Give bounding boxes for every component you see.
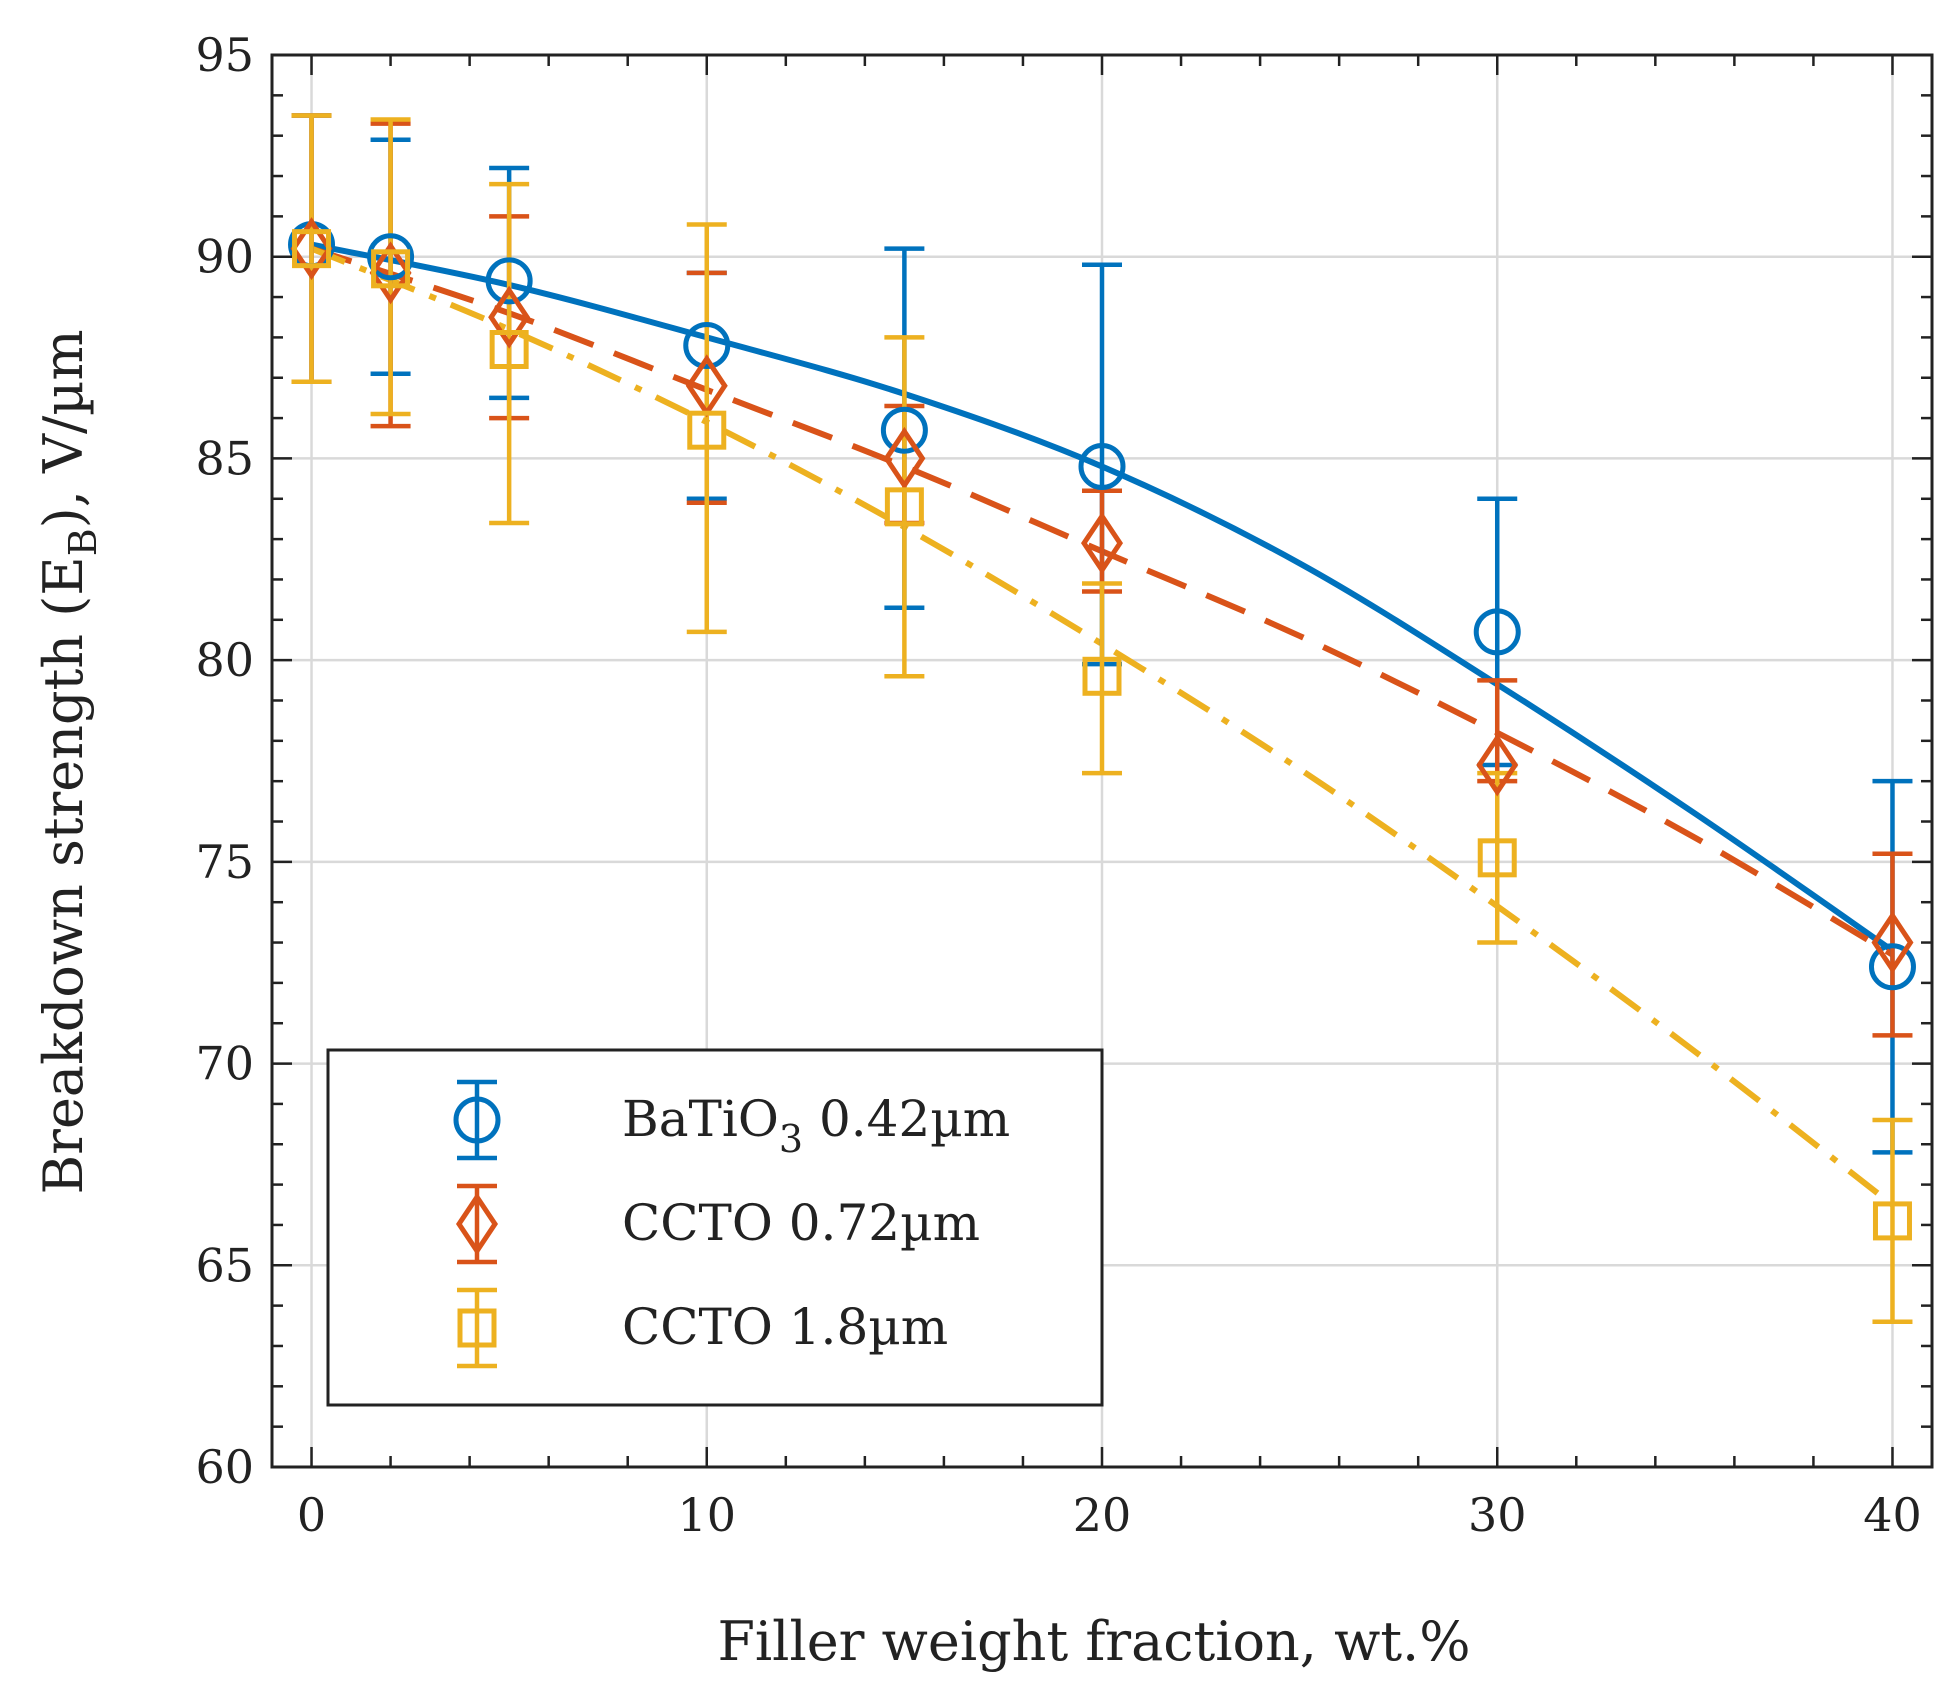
error-bar: [291, 113, 332, 385]
legend-marker: [453, 1096, 501, 1144]
data-point: [1871, 911, 1914, 975]
data-point: [1476, 733, 1519, 797]
error-bar: [370, 117, 411, 417]
legend: BaTiO3 0.42µm CCTO 0.72µm CCTO 1.8µm: [326, 1048, 1104, 1407]
y-axis-title: Breakdown strength (EB), V/µm: [32, 329, 105, 1194]
data-point: [883, 426, 926, 490]
legend-item: BaTiO3 0.42µm: [453, 1079, 1010, 1161]
data-point: [489, 330, 529, 370]
legend-label: CCTO 1.8µm: [622, 1298, 948, 1356]
data-point: [1473, 608, 1521, 656]
tick-labels: 0 10 20 30 40 60 65 70 75 80 85 90 95: [195, 28, 1921, 1542]
x-tick-label: 20: [1073, 1488, 1132, 1542]
error-bar: [1872, 1117, 1913, 1325]
error-bar: [489, 181, 530, 526]
data-point: [367, 233, 415, 281]
data-point: [1868, 943, 1916, 991]
x-tick-label: 10: [677, 1488, 736, 1542]
error-bar: [686, 222, 727, 635]
y-tick-label: 75: [195, 835, 254, 889]
axes-frame: [270, 53, 1934, 1469]
data-point: [884, 487, 924, 527]
y-axis-title-prefix: Breakdown strength (E: [32, 556, 95, 1194]
fit-curve-1: [310, 241, 1895, 954]
y-tick-label: 60: [195, 1440, 254, 1494]
error-bar: [1082, 581, 1122, 776]
data-point: [292, 229, 332, 269]
data-markers: [288, 217, 1916, 1241]
data-point: [488, 285, 531, 349]
legend-marker: [457, 1308, 497, 1348]
data-point: [1477, 838, 1517, 878]
data-point: [1872, 1201, 1912, 1241]
x-tick-label: 30: [1468, 1488, 1527, 1542]
legend-label: CCTO 0.72µm: [622, 1194, 980, 1252]
x-tick-label: 0: [297, 1488, 326, 1542]
data-point: [485, 257, 533, 305]
data-point: [1078, 442, 1126, 490]
legend-label: BaTiO3 0.42µm: [622, 1090, 1010, 1161]
y-tick-label: 90: [195, 230, 254, 284]
data-point: [371, 249, 411, 289]
error-bar: [884, 335, 925, 679]
data-point: [683, 321, 731, 369]
y-tick-label: 85: [195, 431, 254, 485]
y-tick-label: 65: [195, 1238, 254, 1292]
data-point: [1080, 511, 1124, 575]
y-axis-title-suffix: ), V/µm: [32, 329, 95, 528]
legend-item: CCTO 1.8µm: [457, 1287, 948, 1369]
x-axis-title: Filler weight fraction, wt.%: [717, 1610, 1470, 1673]
data-point: [290, 217, 333, 281]
y-tick-label: 80: [195, 633, 254, 687]
data-point: [880, 406, 928, 454]
data-point: [687, 410, 727, 450]
error-bars: [291, 113, 1913, 1325]
x-tick-label: 40: [1863, 1488, 1922, 1542]
data-point: [1082, 656, 1122, 696]
legend-item: CCTO 0.72µm: [455, 1183, 980, 1265]
legend-marker: [455, 1192, 499, 1256]
fit-curve-3: [310, 245, 1895, 1208]
y-tick-label: 70: [195, 1037, 254, 1091]
y-tick-label: 95: [195, 28, 254, 82]
y-axis-title-subscript: B: [61, 528, 105, 556]
data-point: [369, 241, 412, 305]
